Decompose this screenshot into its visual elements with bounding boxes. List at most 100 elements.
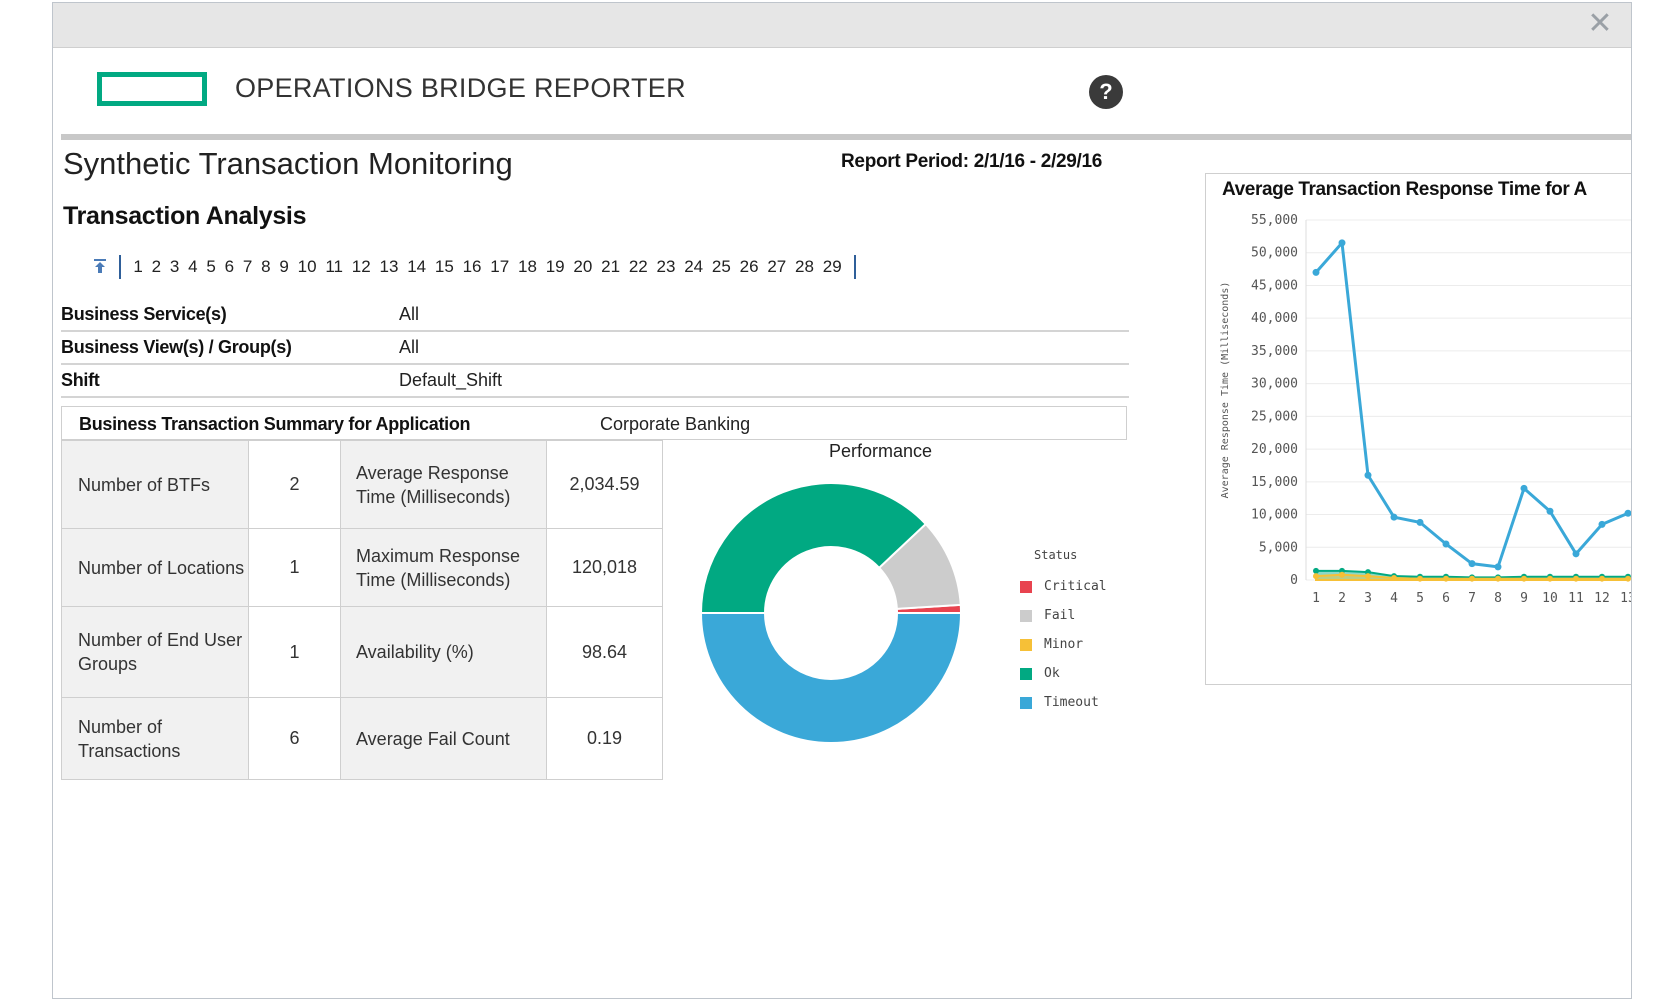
hpe-logo-icon (97, 72, 207, 106)
series-point[interactable] (1469, 575, 1475, 582)
page-link-15[interactable]: 15 (434, 257, 454, 276)
y-tick-label: 15,000 (1251, 475, 1298, 490)
app-title: OPERATIONS BRIDGE REPORTER (235, 73, 686, 103)
series-point[interactable] (1520, 484, 1528, 492)
row-value: 98.64 (546, 606, 663, 698)
series-point[interactable] (1521, 575, 1527, 582)
page-link-1[interactable]: 1 (133, 257, 143, 276)
legend-item-critical[interactable]: Critical (1020, 572, 1107, 601)
page-link-24[interactable]: 24 (684, 257, 704, 276)
legend-item-fail[interactable]: Fail (1020, 601, 1107, 630)
page-link-13[interactable]: 13 (379, 257, 399, 276)
page-link-21[interactable]: 21 (601, 257, 621, 276)
close-icon[interactable]: ✕ (1587, 7, 1613, 40)
series-point[interactable] (1494, 563, 1502, 571)
param-value: All (399, 304, 420, 324)
row-value: 120,018 (546, 528, 663, 607)
series-point[interactable] (1442, 540, 1450, 548)
page-link-2[interactable]: 2 (151, 257, 162, 276)
page-link-5[interactable]: 5 (206, 257, 216, 276)
series-point[interactable] (1624, 509, 1632, 517)
y-tick-label: 35,000 (1251, 344, 1298, 359)
x-tick-label: 13 (1620, 591, 1632, 606)
summary-table: Number of BTFs 2 Average Response Time (… (61, 440, 663, 780)
page-link-26[interactable]: 26 (739, 257, 759, 276)
series-point[interactable] (1599, 575, 1605, 582)
report-title: Synthetic Transaction Monitoring (63, 146, 513, 181)
page-link-10[interactable]: 10 (297, 257, 317, 276)
x-tick-label: 3 (1364, 591, 1372, 606)
performance-donut-chart (699, 482, 963, 744)
section-title: Transaction Analysis (63, 202, 307, 230)
series-point[interactable] (1417, 575, 1423, 582)
page-link-18[interactable]: 18 (518, 257, 537, 276)
page-link-17[interactable]: 17 (490, 257, 510, 276)
page-link-19[interactable]: 19 (545, 257, 565, 276)
page-link-16[interactable]: 16 (462, 257, 482, 276)
page-link-23[interactable]: 23 (656, 257, 676, 276)
series-point[interactable] (1416, 518, 1424, 526)
series-point[interactable] (1573, 575, 1579, 582)
series-point[interactable] (1572, 550, 1580, 558)
series-point[interactable] (1338, 239, 1346, 247)
summary-application: Corporate Banking (600, 414, 751, 434)
x-tick-label: 10 (1542, 591, 1558, 606)
series-point[interactable] (1390, 513, 1398, 521)
legend-item-minor[interactable]: Minor (1020, 630, 1107, 659)
page-link-4[interactable]: 4 (188, 257, 198, 276)
row-count: 1 (248, 606, 341, 698)
page-link-3[interactable]: 3 (169, 257, 180, 276)
series-point[interactable] (1495, 575, 1501, 582)
series-point[interactable] (1546, 507, 1554, 515)
series-point[interactable] (1339, 571, 1345, 578)
series-point[interactable] (1365, 573, 1371, 580)
page-link-12[interactable]: 12 (351, 257, 371, 276)
series-point[interactable] (1547, 575, 1553, 582)
page-link-7[interactable]: 7 (242, 257, 253, 276)
y-tick-label: 50,000 (1251, 246, 1298, 261)
legend-item-ok[interactable]: Ok (1020, 659, 1107, 688)
series-point[interactable] (1364, 471, 1372, 479)
y-axis-label: Average Response Time (Milliseconds) (1220, 282, 1231, 499)
page-link-22[interactable]: 22 (628, 257, 648, 276)
report-parameters: Business Service(s) All Business View(s)… (61, 299, 1129, 398)
y-axis-ticks: 0 5,000 10,000 15,000 20,000 25,000 30,000 35,0… (1251, 213, 1298, 588)
donut-slice-ok[interactable] (699, 482, 928, 614)
series-point[interactable] (1391, 575, 1397, 582)
row-count: 1 (248, 528, 341, 607)
page-link-9[interactable]: 9 (279, 257, 289, 276)
help-icon[interactable]: ? (1089, 75, 1123, 109)
table-row: Number of Transactions 6 Average Fail Co… (61, 697, 663, 780)
page-link-14[interactable]: 14 (407, 257, 427, 276)
y-tick-label: 45,000 (1251, 278, 1298, 293)
app-header: OPERATIONS BRIDGE REPORTER ? (53, 48, 1631, 134)
page-link-6[interactable]: 6 (224, 257, 235, 276)
table-row: Number of Locations 1 Maximum Response T… (61, 528, 663, 607)
donut-slice-timeout[interactable] (699, 612, 963, 744)
row-metric: Average Response Time (Milliseconds) (340, 440, 547, 529)
series-point[interactable] (1598, 520, 1606, 528)
page-link-29[interactable]: 29 (822, 257, 842, 276)
legend-item-timeout[interactable]: Timeout (1020, 688, 1107, 717)
x-tick-label: 1 (1312, 591, 1320, 606)
series-point[interactable] (1625, 575, 1631, 582)
series-point[interactable] (1312, 268, 1320, 276)
page-link-25[interactable]: 25 (711, 257, 731, 276)
donut-legend: Status Critical Fail Minor Ok Timeout (1020, 548, 1107, 717)
page-link-28[interactable]: 28 (795, 257, 814, 276)
page-link-27[interactable]: 27 (767, 257, 787, 276)
series-point[interactable] (1443, 575, 1449, 582)
legend-label: Critical (1044, 579, 1107, 594)
series-point[interactable] (1313, 567, 1319, 574)
series-point[interactable] (1313, 573, 1319, 580)
legend-label: Minor (1044, 637, 1084, 652)
pin-icon[interactable] (93, 258, 111, 277)
x-tick-label: 9 (1520, 591, 1528, 606)
series-point[interactable] (1468, 560, 1476, 568)
param-value: Default_Shift (399, 370, 503, 390)
row-metric: Availability (%) (340, 606, 547, 698)
page-link-8[interactable]: 8 (261, 257, 271, 276)
page-link-11[interactable]: 11 (325, 257, 343, 276)
row-label: Number of BTFs (61, 440, 249, 529)
page-link-20[interactable]: 20 (573, 257, 593, 276)
